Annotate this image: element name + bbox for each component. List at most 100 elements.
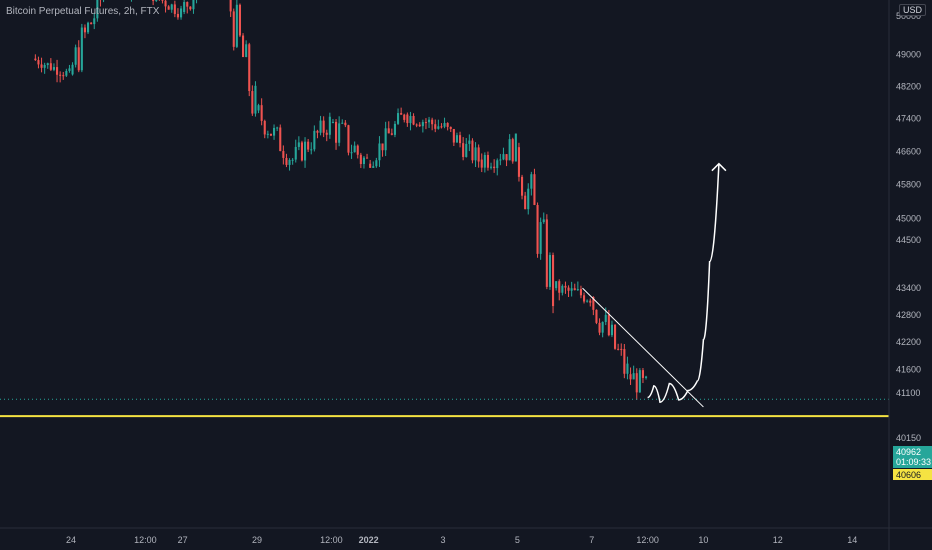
candle-body: [189, 6, 192, 10]
candle-body: [592, 296, 595, 310]
candle-body: [170, 4, 173, 10]
current-price-tag-bg: [893, 446, 932, 468]
candle-body: [322, 120, 325, 133]
candle-body: [573, 288, 576, 291]
candle-body: [629, 374, 632, 380]
candle-body: [362, 157, 365, 165]
candle-body: [508, 139, 511, 161]
price-tick-label: 41100: [896, 388, 920, 398]
candle-body: [356, 145, 359, 155]
candle-body: [490, 166, 493, 168]
candle-body: [276, 127, 279, 129]
candle-body: [381, 143, 384, 151]
time-tick-label: 2022: [359, 535, 379, 545]
candle-body: [589, 300, 592, 303]
candle-body: [505, 154, 508, 161]
candle-body: [155, 0, 158, 1]
candle-body: [536, 204, 539, 254]
candle-body: [641, 370, 644, 378]
candle-body: [164, 0, 167, 7]
candle-body: [338, 123, 341, 143]
candle-body: [514, 133, 517, 162]
candle-body: [620, 348, 623, 350]
candle-body: [297, 142, 300, 147]
candle-body: [245, 44, 248, 57]
candle-body: [366, 157, 369, 159]
candle-body: [437, 126, 440, 129]
candle-body: [319, 120, 322, 133]
candle-body: [530, 174, 533, 189]
candle-body: [403, 114, 406, 120]
candle-body: [43, 64, 46, 68]
candle-body: [521, 176, 524, 196]
candle-body: [511, 139, 514, 162]
time-tick-label: 7: [589, 535, 594, 545]
candle-body: [626, 363, 629, 374]
price-tick-label: 42800: [896, 310, 921, 320]
candle-body: [279, 127, 282, 152]
candle-body: [564, 285, 567, 288]
candle-body: [443, 123, 446, 127]
time-tick-label: 12: [773, 535, 783, 545]
drawing-layer[interactable]: [0, 162, 889, 418]
downtrend-line[interactable]: [582, 287, 704, 408]
candle-body: [415, 124, 418, 126]
candle-body: [167, 6, 170, 10]
candle-body: [46, 63, 49, 65]
candle-body: [325, 132, 328, 135]
candle-body: [273, 127, 276, 136]
candle-body: [397, 113, 400, 124]
candle-body: [77, 47, 80, 71]
candle-body: [173, 4, 176, 14]
price-tick-label: 45000: [896, 213, 921, 223]
candle-body: [459, 135, 462, 144]
price-tick-label: 42200: [896, 337, 921, 347]
candle-body: [496, 160, 499, 169]
candle-body: [359, 154, 362, 165]
candle-body: [586, 300, 589, 302]
candle-body: [412, 115, 415, 125]
candle-body: [604, 314, 607, 322]
candle-body: [269, 133, 272, 136]
candle-body: [68, 68, 71, 71]
currency-badge[interactable]: USD: [899, 4, 927, 16]
candle-body: [260, 105, 263, 121]
projection-path[interactable]: [647, 163, 720, 403]
candle-body: [62, 75, 65, 77]
candle-body: [446, 123, 449, 127]
candle-body: [561, 285, 564, 293]
candle-body: [471, 140, 474, 161]
candle-body: [378, 143, 381, 161]
price-tick-label: 47400: [896, 114, 921, 124]
symbol-title[interactable]: Bitcoin Perpetual Futures, 2h, FTX: [6, 6, 160, 17]
candle-body: [400, 113, 403, 115]
candle-body: [601, 321, 604, 333]
candle-body: [266, 133, 269, 135]
candle-body: [248, 44, 251, 92]
time-tick-label: 24: [66, 535, 76, 545]
candle-body: [632, 373, 635, 380]
candle-body: [304, 141, 307, 161]
candle-body: [455, 135, 458, 143]
candle-body: [440, 126, 443, 128]
support-price-tag: 40606: [896, 470, 921, 480]
candle-body: [527, 188, 530, 210]
support-price-tag-bg: [893, 469, 932, 480]
candle-body: [344, 122, 347, 126]
candle-body: [452, 128, 455, 143]
candle-body: [387, 128, 390, 134]
candle-body: [480, 159, 483, 168]
candle-body: [87, 22, 90, 33]
candle-body: [483, 155, 486, 168]
candle-body: [310, 149, 313, 151]
price-tags: 40962 01:09:33 40606: [893, 446, 932, 480]
price-tick-label: 44500: [896, 235, 921, 245]
candle-body: [468, 140, 471, 144]
candle-body: [93, 18, 96, 25]
candle-body: [180, 8, 183, 18]
candle-body: [83, 27, 86, 33]
candle-body: [300, 142, 303, 161]
time-axis[interactable]: 24 12:00 27 29 12:00 2022 3 5 7 12:00 10 12 14: [66, 535, 857, 545]
candle-body: [52, 67, 55, 70]
